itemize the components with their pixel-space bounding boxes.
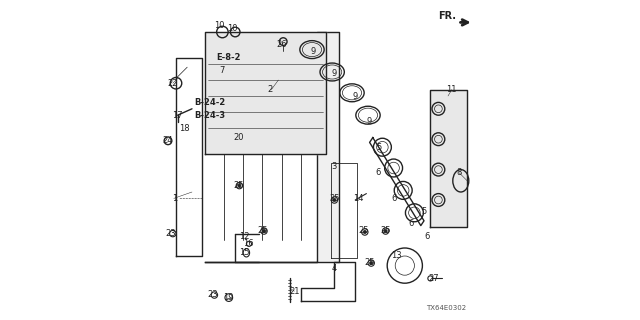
Text: 19: 19 — [223, 293, 234, 302]
Text: 27: 27 — [428, 274, 439, 283]
Text: 6: 6 — [408, 220, 414, 228]
Text: B-24-3: B-24-3 — [194, 111, 225, 120]
Text: 25: 25 — [233, 181, 244, 190]
Text: 6: 6 — [424, 232, 430, 241]
Text: 3: 3 — [332, 162, 337, 171]
Circle shape — [384, 229, 387, 233]
Circle shape — [333, 198, 336, 202]
Text: 11: 11 — [446, 85, 456, 94]
Text: 25: 25 — [364, 258, 375, 267]
Text: 26: 26 — [276, 40, 287, 49]
Text: 5: 5 — [376, 143, 382, 152]
Text: 18: 18 — [179, 124, 189, 132]
Text: 2: 2 — [268, 85, 273, 94]
Text: 24: 24 — [163, 136, 173, 145]
Text: 10: 10 — [214, 21, 225, 30]
Text: 23: 23 — [166, 229, 177, 238]
Text: 25: 25 — [329, 194, 340, 203]
Polygon shape — [205, 32, 326, 154]
Text: 9: 9 — [353, 92, 358, 100]
Text: 5: 5 — [421, 207, 427, 216]
Polygon shape — [430, 90, 467, 227]
Text: 17: 17 — [172, 111, 183, 120]
Text: 10: 10 — [227, 24, 237, 33]
Text: 1: 1 — [172, 194, 177, 203]
Text: 16: 16 — [243, 239, 253, 248]
Text: 9: 9 — [332, 69, 337, 78]
Text: 23: 23 — [207, 290, 218, 299]
Text: 6: 6 — [375, 168, 380, 177]
Text: 15: 15 — [239, 248, 250, 257]
Polygon shape — [205, 32, 339, 262]
Text: 4: 4 — [332, 264, 337, 273]
Text: TX64E0302: TX64E0302 — [426, 305, 467, 311]
Circle shape — [262, 229, 266, 233]
Text: 6: 6 — [391, 194, 396, 203]
Text: 20: 20 — [233, 133, 244, 142]
Text: 9: 9 — [367, 117, 372, 126]
Text: 13: 13 — [392, 252, 402, 260]
Text: 12: 12 — [239, 232, 250, 241]
Text: B-24-2: B-24-2 — [194, 98, 225, 107]
Circle shape — [370, 261, 373, 265]
Text: E-8-2: E-8-2 — [216, 53, 241, 62]
Text: 25: 25 — [257, 226, 268, 235]
Circle shape — [364, 230, 367, 234]
Text: 9: 9 — [311, 47, 316, 56]
Text: 7: 7 — [220, 66, 225, 75]
Circle shape — [238, 184, 241, 187]
Text: 8: 8 — [456, 168, 462, 177]
Text: 25: 25 — [358, 226, 369, 235]
Text: 14: 14 — [353, 194, 364, 203]
Text: 25: 25 — [380, 226, 391, 235]
Text: FR.: FR. — [438, 11, 456, 21]
Text: 21: 21 — [289, 287, 300, 296]
Text: 22: 22 — [168, 79, 178, 88]
